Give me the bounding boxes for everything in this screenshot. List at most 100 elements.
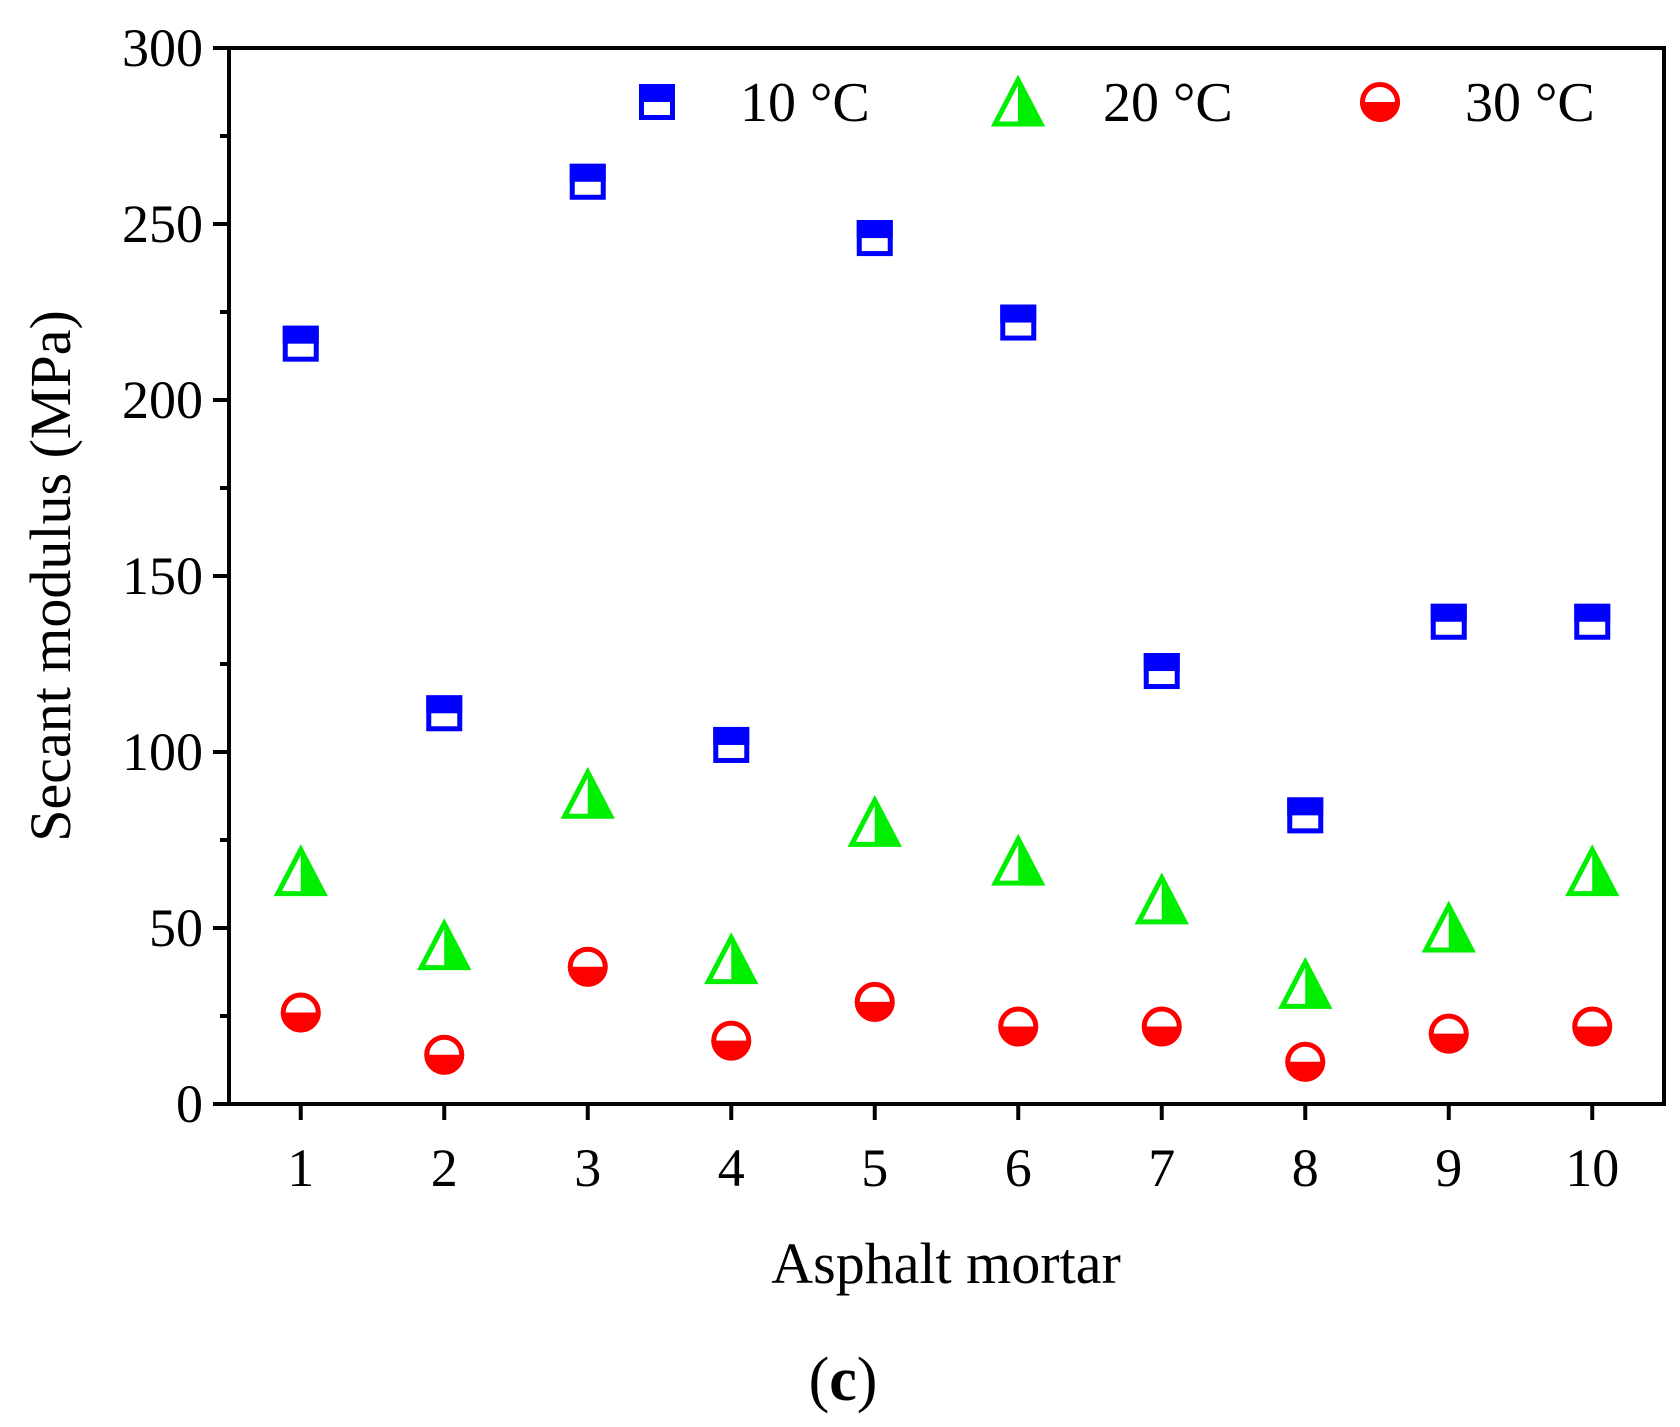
marker-outline bbox=[273, 844, 328, 897]
marker-outline bbox=[854, 981, 895, 1022]
panel-label: (c) bbox=[809, 1346, 878, 1414]
marker-outline bbox=[991, 833, 1046, 886]
legend-marker bbox=[1360, 82, 1400, 122]
data-point bbox=[273, 844, 328, 897]
marker-outline bbox=[1278, 956, 1333, 1009]
axis-ticks bbox=[213, 46, 1595, 1120]
marker-outline bbox=[282, 325, 319, 362]
marker-outline bbox=[567, 946, 608, 987]
marker-outline bbox=[1421, 900, 1476, 953]
y-tick-label: 150 bbox=[122, 546, 203, 606]
legend-label: 30 °C bbox=[1465, 72, 1595, 134]
data-point bbox=[1278, 956, 1333, 1009]
x-tick-label: 5 bbox=[861, 1138, 888, 1198]
data-point bbox=[282, 325, 319, 362]
data-point bbox=[1141, 1006, 1182, 1047]
data-point bbox=[1574, 603, 1611, 640]
marker-outline bbox=[847, 795, 902, 847]
y-axis-title: Secant modulus (MPa) bbox=[18, 310, 83, 842]
marker-outline bbox=[1143, 653, 1180, 690]
x-tick-label: 8 bbox=[1292, 1138, 1319, 1198]
marker-outline bbox=[417, 918, 472, 971]
y-tick-label: 0 bbox=[176, 1074, 203, 1134]
legend: 10 °C 20 °C 30 °C bbox=[639, 72, 1595, 134]
data-point bbox=[1430, 603, 1467, 640]
marker-outline bbox=[426, 695, 463, 732]
y-tick-label: 250 bbox=[122, 194, 203, 254]
x-tick-label: 1 bbox=[287, 1138, 314, 1198]
marker-outline bbox=[1000, 304, 1037, 341]
marker-outline bbox=[560, 766, 615, 819]
data-point bbox=[854, 981, 895, 1022]
marker-outline bbox=[1572, 1006, 1613, 1047]
legend-label: 10 °C bbox=[740, 72, 870, 134]
x-tick-label: 2 bbox=[431, 1138, 458, 1198]
series-3 bbox=[280, 946, 1613, 1082]
marker-outline bbox=[1134, 872, 1189, 925]
data-point bbox=[847, 795, 902, 847]
data-point bbox=[567, 946, 608, 987]
x-tick-label: 7 bbox=[1148, 1138, 1175, 1198]
marker-outline bbox=[704, 932, 759, 985]
panel-label-close: ) bbox=[857, 1346, 878, 1414]
marker-outline bbox=[1428, 1013, 1469, 1054]
y-tick-label: 50 bbox=[149, 898, 203, 958]
data-point bbox=[711, 1020, 752, 1061]
data-point bbox=[998, 1006, 1039, 1047]
data-points bbox=[273, 163, 1620, 1082]
data-point bbox=[424, 1034, 465, 1075]
data-point bbox=[1565, 844, 1620, 897]
marker-outline bbox=[1574, 603, 1611, 640]
marker-outline bbox=[998, 1006, 1039, 1047]
marker-outline bbox=[1285, 1041, 1326, 1082]
data-point bbox=[560, 766, 615, 819]
panel-label-open: ( bbox=[809, 1346, 830, 1414]
x-tick-label: 4 bbox=[718, 1138, 745, 1198]
marker-outline bbox=[639, 84, 675, 120]
marker-outline bbox=[1430, 603, 1467, 640]
marker-outline bbox=[1565, 844, 1620, 897]
legend-label: 20 °C bbox=[1103, 72, 1233, 134]
data-point bbox=[1572, 1006, 1613, 1047]
data-point bbox=[280, 992, 321, 1033]
legend-marker bbox=[639, 84, 675, 120]
data-point bbox=[704, 932, 759, 985]
x-tick-label: 3 bbox=[574, 1138, 601, 1198]
y-tick-labels: 0 50 100 150 200 250 300 bbox=[122, 18, 203, 1134]
y-tick-label: 200 bbox=[122, 370, 203, 430]
data-point bbox=[856, 220, 893, 257]
marker-outline bbox=[424, 1034, 465, 1075]
marker-outline bbox=[711, 1020, 752, 1061]
marker-outline bbox=[280, 992, 321, 1033]
data-point bbox=[1428, 1013, 1469, 1054]
x-tick-label: 9 bbox=[1435, 1138, 1462, 1198]
data-point bbox=[569, 163, 606, 200]
x-tick-labels: 1 2 3 4 5 6 7 8 9 10 bbox=[287, 1138, 1619, 1198]
marker-outline bbox=[990, 74, 1046, 127]
marker-outline bbox=[1141, 1006, 1182, 1047]
data-point bbox=[1134, 872, 1189, 925]
y-tick-label: 300 bbox=[122, 18, 203, 78]
x-tick-label: 6 bbox=[1005, 1138, 1032, 1198]
marker-outline bbox=[713, 726, 750, 763]
data-point bbox=[426, 695, 463, 732]
data-point bbox=[991, 833, 1046, 886]
marker-outline bbox=[1287, 797, 1324, 834]
y-tick-label: 100 bbox=[122, 722, 203, 782]
data-point bbox=[417, 918, 472, 971]
data-point bbox=[713, 726, 750, 763]
data-point bbox=[1287, 797, 1324, 834]
panel-label-letter: c bbox=[829, 1346, 857, 1414]
legend-marker bbox=[990, 74, 1046, 127]
legend-item: 10 °C bbox=[639, 72, 870, 134]
series-2 bbox=[273, 766, 1620, 1009]
marker-outline bbox=[569, 163, 606, 200]
x-axis-title: Asphalt mortar bbox=[771, 1231, 1121, 1296]
data-point bbox=[1421, 900, 1476, 953]
x-tick-label: 10 bbox=[1565, 1138, 1619, 1198]
data-point bbox=[1143, 653, 1180, 690]
data-point bbox=[1285, 1041, 1326, 1082]
legend-item: 20 °C bbox=[990, 72, 1233, 134]
legend-item: 30 °C bbox=[1360, 72, 1595, 134]
